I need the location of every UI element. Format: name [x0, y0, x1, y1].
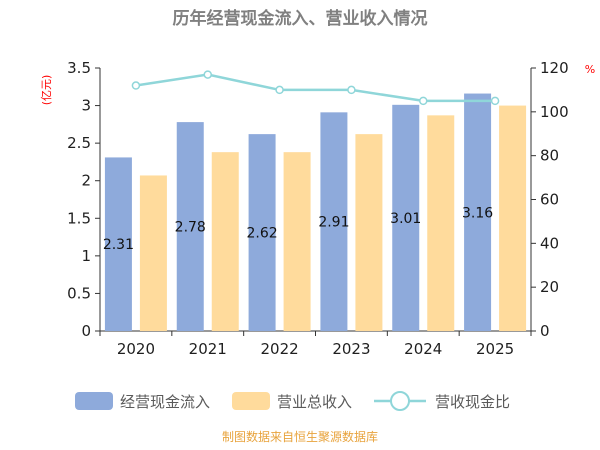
legend-label: 经营现金流入 [120, 393, 210, 411]
bar-data-label: 2.31 [103, 237, 134, 253]
data-labels-layer: 2.31 2.78 2.62 2.91 3.01 3.16 [103, 205, 493, 253]
bar-data-label: 2.62 [246, 226, 277, 242]
left-tick-label: 0 [81, 322, 91, 340]
right-tick-label: 100 [540, 103, 569, 121]
right-tick-label: 0 [540, 322, 550, 340]
left-tick-label: 1.5 [67, 209, 91, 227]
ratio-point [419, 96, 428, 106]
bar-cash-inflow [320, 112, 348, 331]
bar-revenue [211, 152, 239, 331]
ratio-point [275, 85, 284, 95]
legend-swatch [75, 392, 113, 410]
bar-cash-inflow [464, 93, 492, 331]
bar-cash-inflow [104, 157, 132, 331]
left-tick-label: 1 [81, 247, 91, 265]
legend-swatch-marker [390, 391, 410, 411]
left-tick-label: 3 [81, 97, 91, 115]
right-axis-unit: % [585, 63, 595, 76]
ratio-point [347, 85, 356, 95]
legend-label: 营业总收入 [277, 393, 352, 411]
right-tick-label: 20 [540, 278, 559, 296]
bar-data-label: 3.16 [462, 205, 493, 221]
left-tick-label: 2.5 [67, 134, 91, 152]
chart-title: 历年经营现金流入、营业收入情况 [173, 8, 428, 29]
legend-cash-inflow: 经营现金流入 [75, 392, 210, 411]
legend-ratio: 营收现金比 [374, 391, 510, 411]
left-tick-label: 3.5 [67, 59, 91, 77]
x-tick-label: 2022 [260, 340, 298, 358]
bar-revenue [355, 134, 383, 331]
left-tick-label: 2 [81, 172, 91, 190]
ratio-point [131, 81, 141, 90]
bar-revenue [283, 152, 311, 331]
legend-swatch [232, 392, 270, 410]
right-tick-label: 120 [540, 59, 569, 77]
left-tick-label: 0.5 [67, 284, 91, 302]
legend: 经营现金流入 营业总收入 营收现金比 [75, 391, 510, 411]
ratio-point [203, 70, 212, 79]
bar-revenue [427, 115, 455, 331]
bars-layer [104, 93, 527, 331]
legend-revenue: 营业总收入 [232, 392, 352, 411]
bar-cash-inflow [176, 122, 204, 331]
right-tick-label: 80 [540, 147, 559, 165]
x-tick-label: 2025 [476, 340, 514, 358]
bar-revenue [139, 175, 167, 331]
bar-cash-inflow [248, 134, 276, 331]
legend-label: 营收现金比 [435, 393, 510, 411]
axes-layer: 0 0.5 1 1.5 2 2.5 3 3.5 0 20 40 60 80 100 120 (亿元)% 2020… [40, 59, 595, 358]
ratio-line-layer [131, 70, 500, 106]
bar-revenue [499, 105, 527, 331]
right-tick-label: 60 [540, 191, 559, 209]
ratio-line [135, 73, 496, 103]
x-tick-label: 2021 [189, 340, 227, 358]
x-tick-label: 2024 [404, 340, 442, 358]
left-axis-unit: (亿元) [40, 75, 53, 106]
bar-data-label: 2.78 [175, 220, 206, 236]
bar-data-label: 2.91 [318, 215, 349, 231]
bar-data-label: 3.01 [390, 211, 421, 227]
x-tick-label: 2023 [332, 340, 370, 358]
source-note: 制图数据来自恒生聚源数据库 [222, 429, 378, 444]
x-tick-label: 2020 [117, 340, 155, 358]
right-tick-label: 40 [540, 234, 559, 252]
ratio-point [490, 96, 500, 106]
bar-cash-inflow [392, 104, 420, 331]
